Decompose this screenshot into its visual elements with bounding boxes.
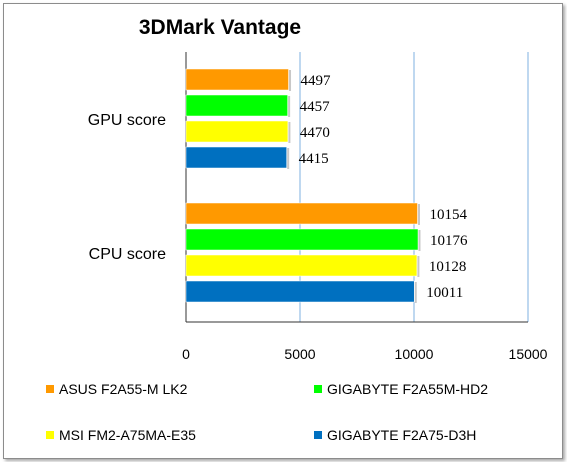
legend-item-2: GIGABYTE F2A55M-HD2 (314, 381, 488, 397)
x-tick-label-3: 15000 (509, 346, 548, 362)
bar-1-3 (185, 280, 415, 303)
data-label-1-2: 10128 (429, 259, 467, 275)
bar-0-1 (185, 94, 288, 117)
legend-item-1: ASUS F2A55-M LK2 (46, 381, 187, 397)
data-label-1-1: 10176 (430, 233, 468, 249)
data-label-0-0: 4497 (301, 73, 332, 89)
data-label-1-0: 10154 (430, 207, 468, 223)
legend-swatch-2 (314, 385, 322, 393)
bar-1-1 (185, 228, 419, 251)
legend-item-3: MSI FM2-A75MA-E35 (46, 427, 196, 443)
data-label-0-3: 4415 (299, 151, 329, 167)
x-tick-label-1: 5000 (284, 346, 315, 362)
legend-label-1: ASUS F2A55-M LK2 (59, 381, 188, 397)
bar-1-2 (185, 254, 418, 277)
legend-label-4: GIGABYTE F2A75-D3H (327, 427, 477, 443)
legend-label-3: MSI FM2-A75MA-E35 (59, 427, 196, 443)
data-label-0-2: 4470 (300, 125, 330, 141)
legend-item-4: GIGABYTE F2A75-D3H (314, 427, 476, 443)
chart-title: 3DMark Vantage (138, 16, 302, 39)
legend-swatch-3 (46, 431, 54, 439)
category-label-1: CPU score (89, 246, 166, 263)
bar-1-0 (185, 202, 418, 225)
category-label-0: GPU score (88, 112, 166, 129)
bar-0-2 (185, 120, 289, 143)
x-tick-label-2: 10000 (395, 346, 434, 362)
legend-label-2: GIGABYTE F2A55M-HD2 (327, 381, 489, 397)
bar-0-3 (185, 146, 287, 169)
data-label-1-3: 10011 (426, 285, 463, 301)
legend-swatch-1 (46, 385, 54, 393)
bar-0-0 (185, 68, 289, 91)
x-tick-label-0: 0 (182, 346, 190, 362)
legend-swatch-4 (314, 431, 322, 439)
data-label-0-1: 4457 (300, 99, 331, 115)
